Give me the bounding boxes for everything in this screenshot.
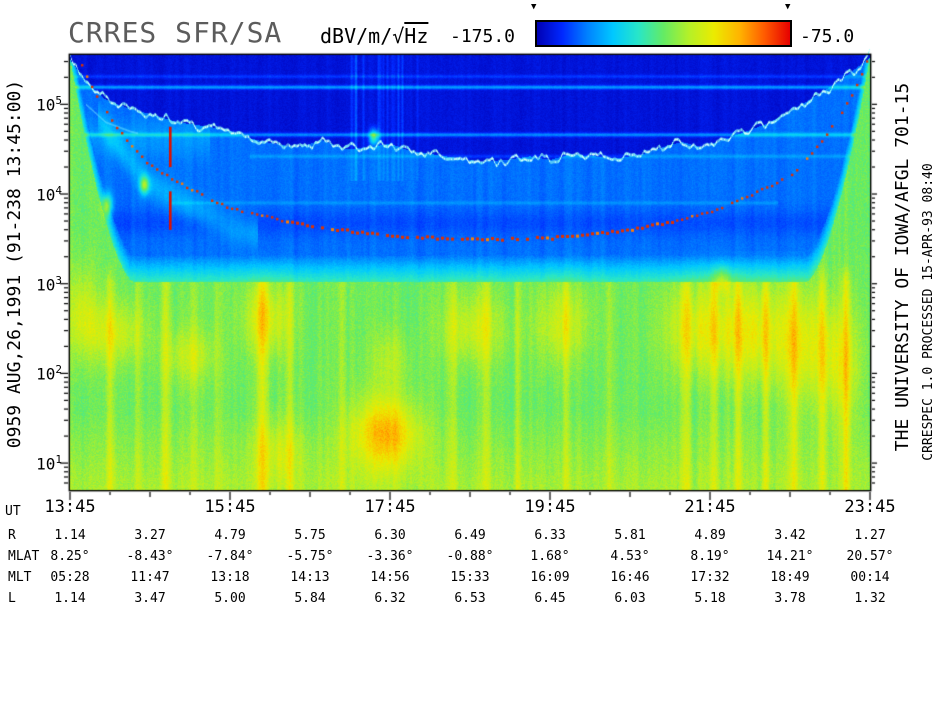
ephemeris-row-label: MLT (8, 570, 32, 585)
right-margin-processing-text: CRRESPEC 1.0 PROCESSED 15-APR-93 08:40 (921, 163, 936, 461)
right-margin-institution-text: THE UNIVERSITY OF IOWA/AFGL 701-15 (892, 82, 913, 452)
x-axis-tick-label: 19:45 (524, 497, 576, 517)
x-axis-tick-label: 13:45 (44, 497, 96, 517)
y-axis-label: 105 (36, 94, 62, 115)
ephemeris-value: -5.75° (286, 549, 334, 564)
ephemeris-value: 05:28 (50, 570, 90, 585)
ephemeris-value: 14:13 (290, 570, 330, 585)
colorbar-units-label: dBV/m/√Hz (320, 24, 428, 48)
ephemeris-value: 3.78 (774, 591, 806, 606)
ephemeris-value: 6.45 (534, 591, 566, 606)
x-axis-tick-label: 21:45 (684, 497, 736, 517)
y-axis-label: 103 (36, 273, 62, 295)
ephemeris-value: 5.00 (214, 591, 246, 606)
ephemeris-value: 13:18 (210, 570, 250, 585)
ephemeris-value: 15:33 (450, 570, 490, 585)
ephemeris-value: 8.25° (50, 549, 90, 564)
ephemeris-value: 6.03 (614, 591, 646, 606)
colorbar-right-marker-icon: ▼ (785, 2, 791, 12)
colorbar-max-label: -75.0 (800, 26, 855, 47)
ephemeris-value: 4.89 (694, 528, 726, 543)
ephemeris-value: 16:46 (610, 570, 650, 585)
ephemeris-value: 6.53 (454, 591, 486, 606)
ephemeris-value: 16:09 (530, 570, 570, 585)
x-axis-tick-label: 17:45 (364, 497, 416, 517)
ephemeris-value: 5.84 (294, 591, 326, 606)
ephemeris-value: -0.88° (446, 549, 494, 564)
colorbar-units-prefix: dBV/m/√ (320, 24, 405, 48)
ephemeris-value: 4.79 (214, 528, 246, 543)
ephemeris-value: 1.27 (854, 528, 886, 543)
ephemeris-row-label: L (8, 591, 16, 606)
ephemeris-row-label: R (8, 528, 16, 543)
ephemeris-value: 6.32 (374, 591, 406, 606)
y-axis-label: 101 (36, 453, 62, 474)
ephemeris-value: 3.42 (774, 528, 806, 543)
plot-title: CRRES SFR/SA (68, 16, 283, 49)
ephemeris-value: 20.57° (846, 549, 894, 564)
x-axis-tick-label: 23:45 (844, 497, 896, 517)
y-axis-label: 104 (36, 184, 62, 205)
ephemeris-value: 1.32 (854, 591, 886, 606)
ephemeris-value: -3.36° (366, 549, 414, 564)
left-margin-orbit-date-text: 0959 AUG,26,1991 (91-238 13:45:00) (4, 79, 25, 449)
ephemeris-value: 5.81 (614, 528, 646, 543)
colorbar-min-label: -175.0 (450, 26, 516, 47)
ephemeris-value: 4.53° (610, 549, 650, 564)
colorbar-left-marker-icon: ▼ (531, 2, 537, 12)
x-axis-tick-label: 15:45 (204, 497, 256, 517)
ephemeris-value: 5.18 (694, 591, 726, 606)
ephemeris-value: 1.14 (54, 528, 86, 543)
ephemeris-value: 11:47 (130, 570, 170, 585)
ephemeris-value: 6.49 (454, 528, 486, 543)
ephemeris-value: 3.47 (134, 591, 166, 606)
ephemeris-value: 14:56 (370, 570, 410, 585)
ephemeris-value: 00:14 (850, 570, 890, 585)
ephemeris-value: 17:32 (690, 570, 730, 585)
x-axis-name-label: UT (5, 504, 21, 519)
ephemeris-value: 18:49 (770, 570, 810, 585)
ephemeris-value: 8.19° (690, 549, 730, 564)
ephemeris-value: 6.30 (374, 528, 406, 543)
ephemeris-value: 1.68° (530, 549, 570, 564)
ephemeris-row-label: MLAT (8, 549, 40, 564)
ephemeris-value: -7.84° (206, 549, 254, 564)
ephemeris-value: 5.75 (294, 528, 326, 543)
ephemeris-value: 14.21° (766, 549, 814, 564)
ephemeris-value: 3.27 (134, 528, 166, 543)
ephemeris-value: 1.14 (54, 591, 86, 606)
ephemeris-value: -8.43° (126, 549, 174, 564)
colorbar-units-hz: Hz (404, 24, 429, 48)
ephemeris-value: 6.33 (534, 528, 566, 543)
colorbar (535, 20, 792, 47)
y-axis-label: 102 (36, 363, 62, 384)
